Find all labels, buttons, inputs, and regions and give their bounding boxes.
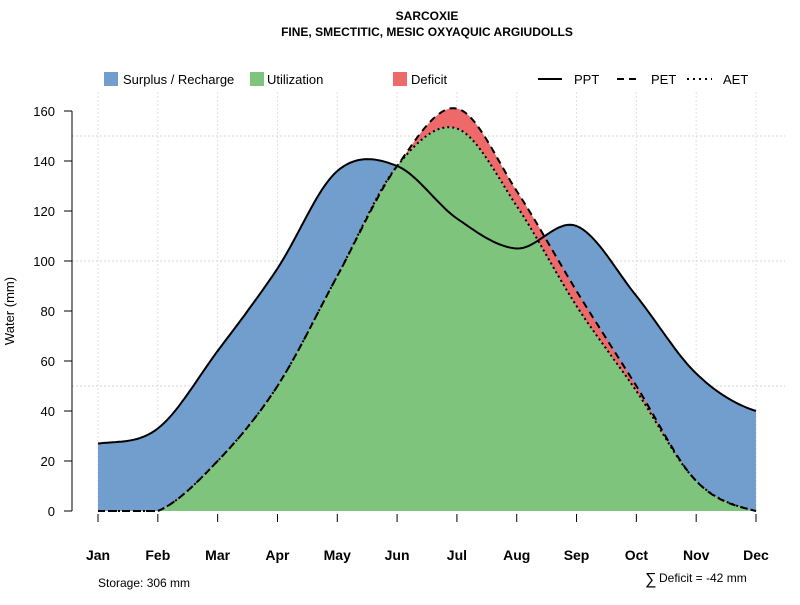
legend-label-utilization: Utilization: [267, 72, 323, 87]
legend-label-aet: AET: [723, 72, 748, 87]
areas: [98, 108, 756, 511]
chart-title: SARCOXIE: [396, 9, 459, 23]
x-tick-label: Nov: [683, 547, 710, 563]
sum-symbol: ∑: [645, 571, 656, 588]
x-tick-label: Jan: [86, 547, 110, 563]
x-tick-label: Jun: [385, 547, 410, 563]
legend-label-deficit: Deficit: [411, 72, 448, 87]
legend: Surplus / Recharge Utilization Deficit P…: [104, 72, 748, 87]
y-axis-label: Water (mm): [2, 277, 17, 345]
y-tick-label: 60: [41, 354, 55, 369]
y-tick-label: 80: [41, 304, 55, 319]
x-tick-label: Oct: [625, 547, 649, 563]
legend-label-surplus: Surplus / Recharge: [123, 72, 234, 87]
series-lines: [97, 107, 757, 512]
series-line-pet: [98, 107, 757, 512]
y-tick-label: 140: [33, 154, 55, 169]
x-tick-label: Mar: [205, 547, 230, 563]
legend-swatch-surplus: [104, 72, 118, 86]
storage-note: Storage: 306 mm: [98, 576, 190, 590]
x-axis: Jan Feb Mar Apr May Jun Jul Aug Sep Oct Nov Dec: [86, 514, 769, 563]
y-tick-label: 40: [41, 404, 55, 419]
x-tick-label: Jul: [447, 547, 467, 563]
legend-swatch-deficit: [393, 72, 407, 86]
legend-swatch-utilization: [250, 72, 264, 86]
legend-label-pet: PET: [651, 72, 676, 87]
y-tick-label: 100: [33, 254, 55, 269]
y-tick-label: 120: [33, 204, 55, 219]
utilization-area: [98, 127, 756, 511]
y-tick-label: 0: [48, 504, 55, 519]
y-tick-label: 160: [33, 104, 55, 119]
legend-label-ppt: PPT: [574, 72, 599, 87]
x-tick-label: Feb: [145, 547, 170, 563]
x-tick-label: May: [324, 547, 351, 563]
chart-subtitle: FINE, SMECTITIC, MESIC OXYAQUIC ARGIUDOL…: [281, 25, 573, 39]
x-tick-label: Aug: [503, 547, 530, 563]
x-tick-label: Apr: [265, 547, 290, 563]
deficit-note: Deficit = -42 mm: [659, 571, 747, 585]
x-tick-label: Dec: [743, 547, 769, 563]
series-line-ppt: [97, 158, 757, 445]
y-axis: 0 20 40 60 80 100 120 140 160: [33, 104, 73, 519]
x-tick-label: Sep: [564, 547, 590, 563]
y-tick-label: 20: [41, 454, 55, 469]
